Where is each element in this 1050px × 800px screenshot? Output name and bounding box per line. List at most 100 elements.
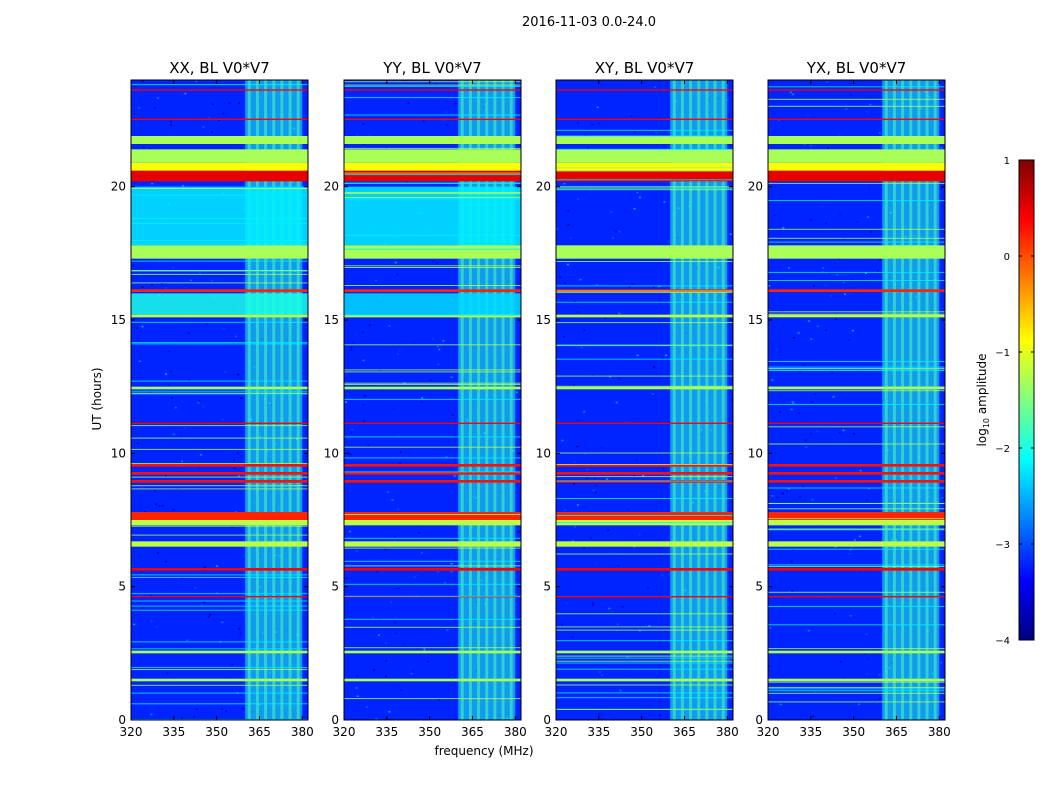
heatmap-line bbox=[768, 182, 945, 184]
heatmap-cell bbox=[394, 616, 397, 619]
rfi-channel bbox=[468, 80, 472, 720]
heatmap-band bbox=[344, 472, 521, 475]
heatmap-cell bbox=[771, 495, 774, 497]
heatmap-line bbox=[556, 291, 733, 293]
heatmap-line bbox=[556, 187, 733, 189]
heatmap-band bbox=[768, 520, 945, 526]
heatmap-cell bbox=[790, 408, 793, 411]
heatmap-line bbox=[344, 198, 521, 200]
heatmap-cell bbox=[594, 491, 597, 494]
heatmap-cell bbox=[562, 336, 565, 338]
heatmap-cell bbox=[592, 602, 595, 604]
heatmap-cell bbox=[240, 397, 243, 399]
heatmap-cell bbox=[843, 677, 846, 680]
heatmap-cell bbox=[606, 478, 609, 480]
heatmap-line bbox=[131, 605, 308, 607]
heatmap-band bbox=[344, 118, 521, 120]
heatmap-cell bbox=[778, 119, 780, 121]
heatmap-line bbox=[131, 641, 308, 643]
heatmap-cell bbox=[221, 621, 224, 624]
heatmap bbox=[768, 80, 945, 720]
heatmap-line bbox=[344, 471, 521, 473]
heatmap-cell bbox=[422, 120, 425, 122]
heatmap-cell bbox=[237, 373, 240, 376]
heatmap-cell bbox=[184, 92, 187, 95]
heatmap-cell bbox=[571, 636, 574, 638]
heatmap-line bbox=[344, 446, 521, 448]
heatmap-line bbox=[556, 261, 733, 262]
heatmap-line bbox=[768, 280, 945, 281]
x-tick-label: 350 bbox=[842, 725, 865, 739]
rfi-channel bbox=[680, 80, 684, 720]
heatmap-cell bbox=[594, 477, 596, 479]
heatmap-cell bbox=[566, 263, 569, 266]
heatmap-cell bbox=[216, 592, 219, 594]
heatmap-line bbox=[344, 547, 521, 549]
heatmap-cell bbox=[405, 80, 408, 82]
heatmap-cell bbox=[453, 475, 456, 477]
heatmap-line bbox=[556, 254, 733, 256]
heatmap-cell bbox=[878, 674, 881, 676]
heatmap-cell bbox=[768, 665, 770, 667]
heatmap-line bbox=[131, 217, 308, 219]
heatmap-line bbox=[131, 534, 308, 536]
heatmap-band bbox=[768, 422, 945, 424]
heatmap-cell bbox=[880, 588, 883, 591]
heatmap-cell bbox=[365, 706, 368, 708]
heatmap-cell bbox=[200, 454, 202, 456]
heatmap-cell bbox=[384, 548, 387, 551]
heatmap-cell bbox=[816, 430, 819, 432]
colorbar-label: log10 amplitude bbox=[975, 354, 991, 447]
heatmap-line bbox=[556, 708, 733, 710]
heatmap-line bbox=[344, 560, 521, 562]
heatmap-cell bbox=[791, 590, 794, 592]
x-tick-label: 365 bbox=[248, 725, 271, 739]
heatmap-cell bbox=[591, 123, 594, 126]
heatmap-band bbox=[768, 480, 945, 483]
heatmap-cell bbox=[436, 262, 439, 264]
heatmap-line bbox=[131, 609, 308, 611]
heatmap-cell bbox=[615, 231, 618, 233]
heatmap-cell bbox=[618, 230, 621, 233]
heatmap-line bbox=[131, 523, 308, 524]
heatmap-cell bbox=[420, 401, 423, 404]
heatmap-band bbox=[768, 464, 945, 467]
heatmap-cell bbox=[154, 490, 157, 492]
heatmap-line bbox=[556, 285, 733, 287]
heatmap-line bbox=[131, 270, 308, 271]
heatmap-cell bbox=[797, 332, 800, 334]
heatmap-band bbox=[131, 162, 308, 171]
panel-title: YX, BL V0*V7 bbox=[806, 59, 907, 77]
heatmap-line bbox=[768, 368, 945, 370]
heatmap-band bbox=[768, 289, 945, 292]
heatmap-cell bbox=[832, 396, 835, 398]
heatmap-cell bbox=[413, 342, 416, 344]
heatmap-cell bbox=[615, 401, 618, 404]
x-tick-label: 320 bbox=[120, 725, 143, 739]
y-tick-label: 20 bbox=[324, 180, 339, 194]
heatmap-cell bbox=[807, 114, 810, 117]
heatmap-cell bbox=[564, 509, 567, 511]
heatmap-cell bbox=[835, 477, 838, 479]
heatmap-cell bbox=[393, 536, 396, 538]
heatmap-band bbox=[131, 245, 308, 259]
heatmap-cell bbox=[153, 106, 156, 109]
heatmap-cell bbox=[349, 453, 352, 456]
heatmap-cell bbox=[731, 399, 733, 401]
heatmap-band bbox=[344, 149, 521, 163]
heatmap-cell bbox=[865, 633, 868, 635]
heatmap-line bbox=[131, 273, 308, 275]
heatmap-cell bbox=[580, 346, 583, 349]
heatmap-band bbox=[131, 89, 308, 91]
rfi-channel bbox=[288, 80, 292, 720]
heatmap-line bbox=[344, 698, 521, 700]
heatmap-cell bbox=[198, 399, 201, 402]
heatmap-cell bbox=[190, 279, 193, 282]
heatmap-cell bbox=[866, 111, 869, 113]
x-tick-label: 335 bbox=[587, 725, 610, 739]
heatmap-cell bbox=[438, 348, 441, 351]
x-tick-label: 365 bbox=[673, 725, 696, 739]
heatmap-cell bbox=[244, 585, 247, 588]
heatmap-cell bbox=[596, 106, 599, 108]
